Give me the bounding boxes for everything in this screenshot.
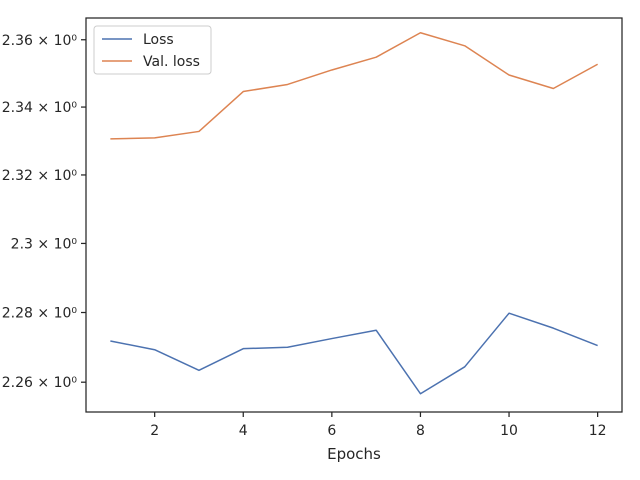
y-tick-label: 2.36 × 10⁰: [2, 33, 78, 49]
plot-frame: [85, 17, 623, 413]
x-axis-ticks: 2 4 6 8 10 12: [150, 412, 607, 439]
series-line-loss: [110, 312, 598, 395]
legend-label-loss: Loss: [143, 32, 174, 48]
x-tick-label: 10: [500, 423, 518, 439]
x-tick-label: 12: [589, 423, 607, 439]
x-tick-label: 2: [150, 423, 159, 439]
x-axis-label: Epochs: [327, 445, 381, 463]
y-axis-ticks: 2.26 × 10⁰ 2.28 × 10⁰ 2.3 × 10⁰ 2.32 × 10⁰ 2…: [2, 33, 86, 391]
plot-lines: [110, 31, 599, 395]
legend-label-val-loss: Val. loss: [143, 54, 200, 70]
x-tick-label: 6: [327, 423, 336, 439]
x-tick-label: 8: [416, 423, 425, 439]
y-tick-label: 2.3 × 10⁰: [11, 236, 78, 252]
series-line-val-loss: [110, 31, 599, 140]
y-tick-label: 2.34 × 10⁰: [2, 100, 78, 116]
legend-box: [93, 25, 212, 75]
x-tick-label: 4: [239, 423, 248, 439]
y-tick-label: 2.26 × 10⁰: [2, 375, 78, 391]
y-tick-label: 2.32 × 10⁰: [2, 168, 78, 184]
legend: Loss Val. loss: [93, 25, 212, 75]
y-tick-label: 2.28 × 10⁰: [2, 306, 78, 322]
